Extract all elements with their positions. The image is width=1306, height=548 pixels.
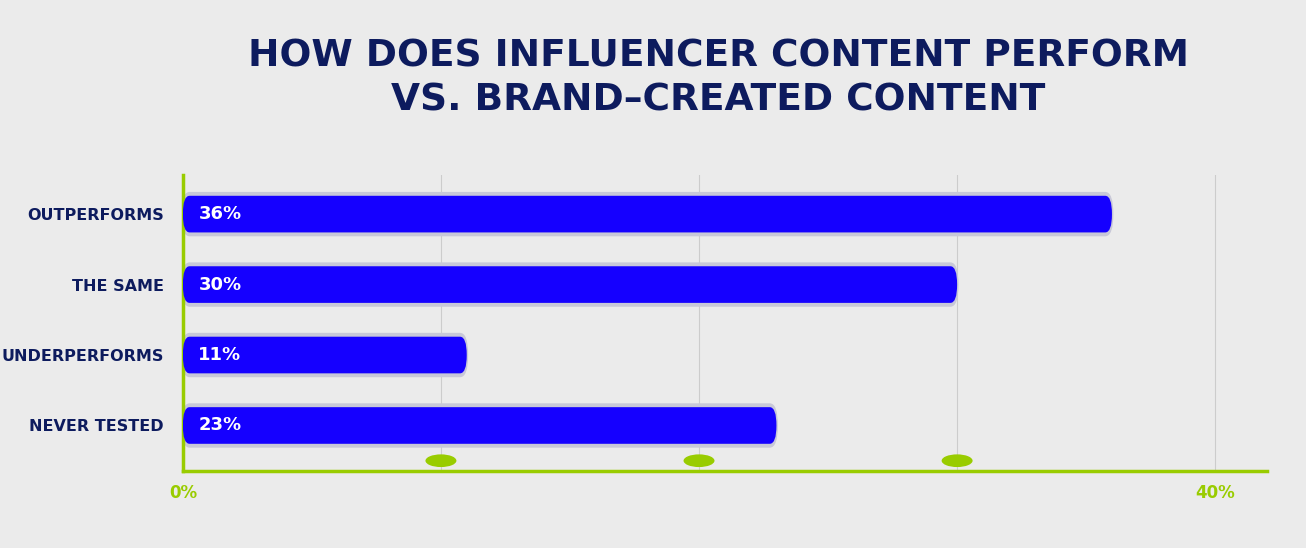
Ellipse shape bbox=[426, 454, 456, 467]
Text: 11%: 11% bbox=[199, 346, 242, 364]
FancyBboxPatch shape bbox=[182, 192, 1114, 236]
Text: 30%: 30% bbox=[199, 276, 242, 294]
Text: 36%: 36% bbox=[199, 205, 242, 223]
FancyBboxPatch shape bbox=[183, 196, 1111, 232]
FancyBboxPatch shape bbox=[182, 262, 959, 307]
FancyBboxPatch shape bbox=[183, 266, 957, 303]
FancyBboxPatch shape bbox=[183, 407, 777, 444]
Ellipse shape bbox=[683, 454, 714, 467]
FancyBboxPatch shape bbox=[182, 403, 778, 448]
Text: HOW DOES INFLUENCER CONTENT PERFORM
VS. BRAND–CREATED CONTENT: HOW DOES INFLUENCER CONTENT PERFORM VS. … bbox=[248, 38, 1188, 119]
Text: 23%: 23% bbox=[199, 416, 242, 435]
FancyBboxPatch shape bbox=[183, 336, 466, 373]
Ellipse shape bbox=[942, 454, 973, 467]
FancyBboxPatch shape bbox=[182, 333, 468, 377]
